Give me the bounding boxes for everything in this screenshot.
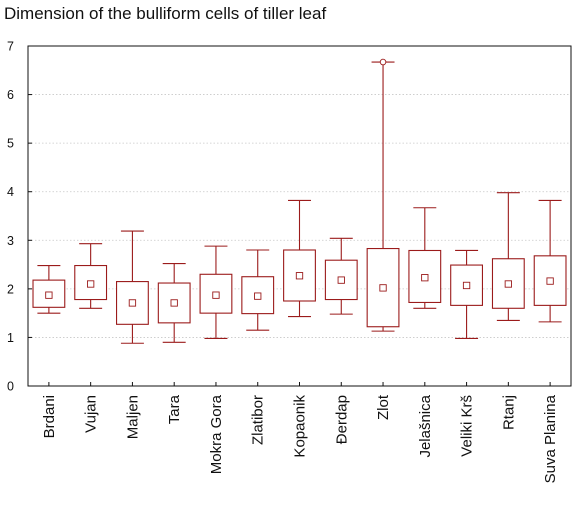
box-vujan [74,243,108,309]
box-series [32,58,567,344]
box-đerdap [324,237,358,315]
iqr-box [450,264,483,306]
box-brdani [32,264,66,314]
iqr-box [324,259,358,301]
median-marker [212,291,220,299]
median-marker [379,284,387,292]
y-tick-label: 0 [7,380,14,394]
box-zlatibor [241,249,275,331]
x-tick-label: Đerdap [333,395,350,444]
y-axis: 0 1 2 3 4 5 6 7 [7,40,32,394]
iqr-box [157,282,191,324]
median-marker [254,292,262,300]
x-tick-label: Zlot [375,394,392,420]
box-mokra-gora [199,245,233,339]
x-tick-label: Suva Planina [542,394,559,483]
x-tick-label: Rtanj [500,395,517,430]
x-tick-label: Kopaonik [292,395,309,458]
y-tick-label: 6 [7,88,14,102]
y-tick-label: 1 [7,331,14,345]
box-kopaonik [283,199,316,318]
median-marker [421,274,429,282]
box-maljen [116,230,149,344]
y-tick-label: 7 [7,40,14,54]
x-tick-label: Maljen [124,395,141,439]
median-marker [128,299,137,307]
box-tara [157,263,191,343]
median-marker [295,272,304,280]
chart-title: Dimension of the bulliform cells of till… [4,4,327,23]
median-marker [45,291,53,299]
x-tick-label: Tara [166,394,183,424]
x-tick-label: Vujan [83,395,100,433]
median-marker [337,276,345,284]
box-jelašnica [408,207,442,309]
iqr-box [199,273,233,314]
median-marker [504,280,512,288]
x-tick-label: Veliki Krš [459,395,476,457]
x-tick-label: Mokra Gora [208,394,225,474]
y-tick-label: 4 [7,185,14,199]
box-suva-planina [533,199,567,323]
median-marker [87,280,95,288]
x-tick-label: Jelašnica [417,394,434,457]
outlier-point [379,58,387,66]
median-marker [170,299,178,307]
y-tick-label: 3 [7,234,14,248]
x-axis: Brdani Vujan Maljen Tara Mokra Gora Zlatibor K… [41,382,559,483]
x-tick-label: Brdani [41,395,58,438]
y-tick-label: 5 [7,137,14,151]
median-marker [462,281,471,290]
median-marker [546,277,554,285]
y-tick-label: 2 [7,282,14,296]
x-tick-label: Zlatibor [250,395,267,445]
box-zlot [366,58,400,332]
box-rtanj [491,192,525,321]
box-veliki-krš [450,249,483,339]
